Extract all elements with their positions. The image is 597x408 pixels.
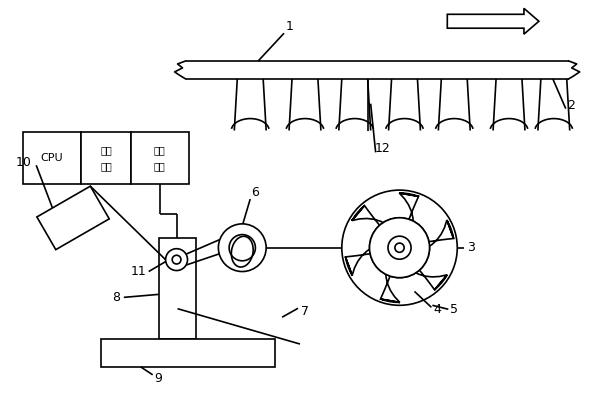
Bar xyxy=(81,133,131,184)
Text: 7: 7 xyxy=(301,305,309,318)
Text: 输入: 输入 xyxy=(100,146,112,155)
Circle shape xyxy=(395,243,404,252)
Text: 9: 9 xyxy=(155,373,162,385)
Polygon shape xyxy=(380,259,400,302)
Circle shape xyxy=(370,218,430,278)
Polygon shape xyxy=(404,259,447,290)
Text: 6: 6 xyxy=(251,186,259,199)
Text: 模块: 模块 xyxy=(100,161,112,171)
Circle shape xyxy=(388,236,411,259)
Circle shape xyxy=(229,235,256,261)
Bar xyxy=(159,238,196,339)
Bar xyxy=(101,339,275,367)
Bar xyxy=(131,133,189,184)
Text: CPU: CPU xyxy=(41,153,63,163)
Circle shape xyxy=(165,249,187,271)
Text: 10: 10 xyxy=(16,156,31,169)
Circle shape xyxy=(370,218,430,278)
Polygon shape xyxy=(416,220,454,251)
Text: 2: 2 xyxy=(567,99,575,112)
Circle shape xyxy=(219,224,266,272)
Polygon shape xyxy=(346,244,384,275)
Text: 12: 12 xyxy=(375,142,390,155)
Text: 1: 1 xyxy=(286,20,294,33)
Text: 输出: 输出 xyxy=(154,146,165,155)
Text: 5: 5 xyxy=(450,303,458,316)
Circle shape xyxy=(172,255,181,264)
Text: 模块: 模块 xyxy=(154,161,165,171)
Polygon shape xyxy=(399,193,418,236)
Circle shape xyxy=(388,236,411,259)
Polygon shape xyxy=(37,186,109,250)
Polygon shape xyxy=(352,206,395,236)
Text: 8: 8 xyxy=(112,291,120,304)
Polygon shape xyxy=(447,8,539,34)
Circle shape xyxy=(342,190,457,305)
Text: 4: 4 xyxy=(433,303,441,316)
Bar xyxy=(23,133,81,184)
Text: 3: 3 xyxy=(467,241,475,254)
Text: 11: 11 xyxy=(131,265,147,278)
